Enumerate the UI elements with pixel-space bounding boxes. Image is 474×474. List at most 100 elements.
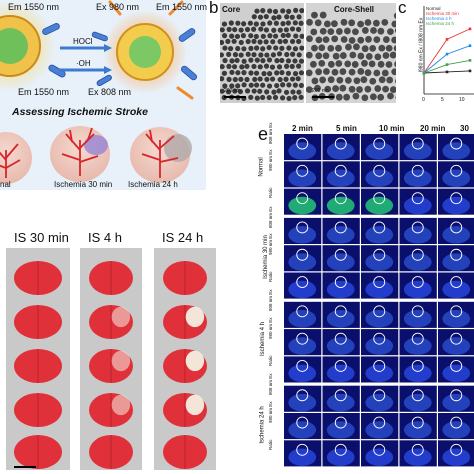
tem-core-dots: [220, 7, 304, 102]
nanoparticle-dot: [260, 82, 266, 88]
nanoparticle-dot: [292, 58, 298, 64]
nanoparticle-dot: [386, 76, 394, 84]
nanoparticle-dot: [261, 71, 267, 77]
data-point: [468, 27, 472, 31]
roi-circle: [296, 137, 309, 150]
nanoparticle-dot: [276, 88, 282, 94]
roi-circle: [334, 305, 347, 318]
legend-ischemia-24h: Ischemia 24 h: [426, 21, 455, 26]
nanoparticle-dot: [298, 94, 304, 100]
nanoparticle-dot: [257, 39, 263, 45]
roi-circle: [373, 164, 386, 177]
nanoparticle-dot: [378, 76, 386, 84]
sub-row-label: 980 nm Ex: [268, 149, 273, 171]
nanoparticle-dot: [364, 85, 372, 93]
nanoparticle-dot: [332, 85, 340, 92]
nanoparticle-dot: [331, 35, 339, 43]
nanoparticle-dot: [344, 76, 352, 84]
retina-signal: [326, 253, 355, 271]
nanoparticle-dot: [349, 51, 357, 59]
nanoparticle-dot: [235, 83, 241, 89]
nanoparticle-dot: [289, 14, 295, 20]
scale-label-coreshell: 200 nm: [312, 88, 329, 94]
retina-signal: [365, 421, 394, 439]
roi-circle: [296, 305, 309, 318]
nanoparticle-dot: [393, 12, 396, 19]
nanoparticle-dot: [264, 76, 270, 82]
data-point: [445, 63, 449, 66]
nanoparticle-dot: [385, 44, 393, 52]
nanoparticle-dot: [247, 20, 253, 26]
nanoparticle-dot: [285, 70, 292, 76]
nanoparticle-dot: [357, 36, 365, 44]
nanoparticle-dot: [226, 51, 232, 57]
scale-label-core: 200 nm: [224, 88, 241, 94]
sub-row-label: 808 nm Ex: [268, 206, 273, 228]
nanoparticle-dot: [274, 82, 280, 89]
sub-row-label: 980 nm Ex: [268, 317, 273, 339]
panel-e-letter: e: [258, 124, 269, 144]
retina-signal: [288, 337, 317, 355]
nanoparticle-dot: [282, 38, 289, 44]
nanoparticle-dot: [296, 89, 302, 95]
nanoparticle-dot: [351, 61, 359, 68]
nanoparticle-dot: [254, 45, 260, 51]
tem-coreshell-dots: [306, 11, 396, 102]
data-point: [445, 70, 449, 74]
panel-c-chart: I980 nm Ex / I808 nm Ex Normal Ischemia …: [410, 2, 474, 110]
xtick-5: 5: [441, 97, 444, 103]
nanoparticle-dot: [318, 59, 326, 67]
retina-signal: [288, 253, 317, 271]
nanoparticle-dot: [322, 36, 330, 44]
roi-circle: [411, 276, 424, 289]
roi-circle: [450, 332, 463, 345]
nanoparticle-dot: [361, 45, 369, 53]
retina-signal: [326, 421, 355, 439]
nanoparticle-dot: [309, 60, 317, 68]
nanoparticle-dot: [374, 85, 382, 92]
retina-signal: [365, 226, 394, 244]
nanoparticle-dot: [306, 86, 313, 94]
nanoparticle-dot: [306, 69, 313, 77]
nanoparticle-dot: [258, 26, 264, 32]
time-20min: 20 min: [420, 124, 446, 133]
nanoparticle-dot: [279, 45, 285, 51]
nanoparticle-dot: [286, 8, 292, 14]
retina-signal: [288, 280, 317, 299]
retina-signal: [442, 196, 471, 215]
nanoparticle-dot: [244, 63, 250, 69]
nanoparticle-dot: [373, 36, 381, 44]
slice-scale-bar: [14, 466, 36, 468]
nanoparticle-dot: [279, 95, 286, 101]
roi-circle: [296, 416, 309, 429]
nanoparticle-dot: [306, 35, 313, 43]
nanoparticle-dot: [323, 68, 330, 75]
nanoparticle-dot: [393, 45, 396, 52]
nanoparticle-dot: [335, 28, 343, 35]
data-point: [468, 44, 472, 47]
nanoparticle-dot: [319, 11, 327, 19]
nanoparticle-dot: [348, 85, 356, 93]
nanoparticle-dot: [394, 61, 396, 68]
roi-circle: [411, 389, 424, 402]
nanoparticle-dot: [382, 36, 390, 43]
roi-circle: [411, 332, 424, 345]
nanoparticle-dot: [221, 70, 228, 76]
nanoparticle-dot: [286, 82, 292, 88]
nanoparticle-dot: [257, 14, 264, 20]
nanoparticle-dot: [245, 51, 251, 57]
retina-signal: [288, 169, 317, 187]
infarct-region: [111, 394, 131, 416]
roi-circle: [296, 332, 309, 345]
nanoparticle-dot: [283, 27, 289, 33]
nanoparticle-dot: [252, 76, 258, 82]
retina-signal: [442, 142, 471, 160]
roi-circle: [296, 221, 309, 234]
nanoparticle-dot: [272, 8, 279, 15]
nanoparticle-dot: [298, 20, 304, 26]
nanoparticle-dot: [238, 52, 244, 58]
nanoparticle-dot: [369, 93, 377, 101]
nanoparticle-dot: [292, 46, 299, 52]
brain-label-30min: Ischemia 30 min: [54, 180, 113, 189]
retina-signal: [365, 280, 394, 299]
